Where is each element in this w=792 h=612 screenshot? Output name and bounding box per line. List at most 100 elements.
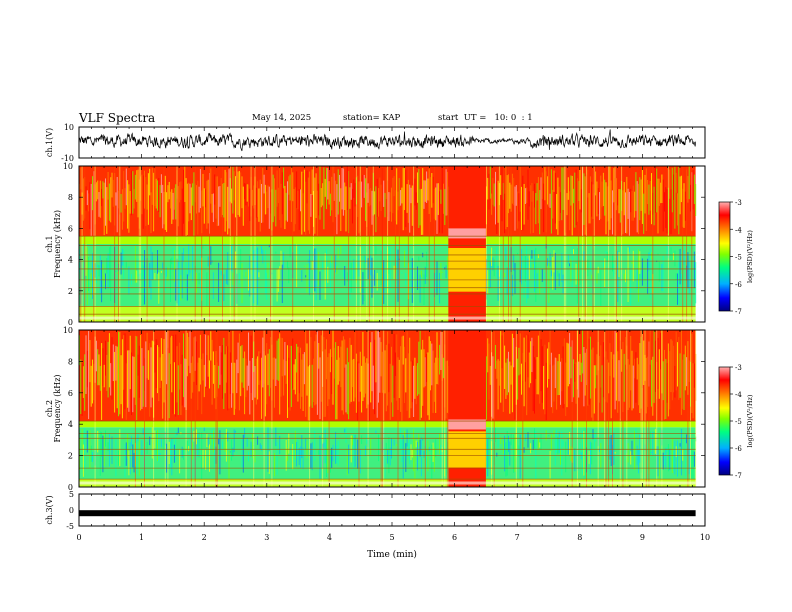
spectrum-streak: [422, 439, 424, 441]
spectrum-streak: [163, 438, 165, 451]
spectrum-streak: [280, 250, 282, 270]
spectrum-streak: [352, 359, 353, 388]
impulse-streak: [215, 330, 217, 487]
spectrum-streak: [346, 347, 348, 415]
spectrum-streak: [106, 257, 108, 274]
spectrum-streak: [506, 358, 508, 396]
spectrum-streak: [298, 244, 300, 256]
spectrum-streak: [445, 169, 447, 216]
chart-title: VLF Spectra: [79, 111, 156, 125]
spectrum-streak: [341, 167, 343, 210]
spectrum-streak: [531, 337, 533, 373]
spectrum-streak: [223, 337, 225, 410]
x-tick-label: 3: [264, 533, 269, 542]
spectrum-streak: [324, 253, 326, 300]
spectrum-streak: [489, 166, 491, 199]
spectrum-streak: [166, 267, 168, 277]
spectrum-streak: [549, 193, 551, 208]
spectrum-streak: [315, 173, 317, 219]
impulse-streak: [619, 330, 621, 487]
spectrum-streak: [531, 250, 533, 259]
spectrum-streak: [400, 428, 402, 450]
spectrum-streak: [567, 438, 569, 455]
spectrum-streak: [164, 266, 166, 292]
spectrum-streak: [167, 267, 169, 281]
spectrum-streak: [175, 184, 177, 220]
spectrum-streak: [162, 353, 164, 419]
impulse-streak: [254, 166, 256, 322]
spectrum-streak: [92, 359, 93, 404]
impulse-streak: [656, 330, 658, 487]
spectrum-streak: [539, 442, 541, 448]
spectrum-streak: [404, 431, 405, 438]
spectrum-streak: [293, 364, 295, 390]
spectrum-streak: [539, 268, 541, 294]
spectrum-streak: [184, 166, 186, 202]
spectrum-streak: [631, 261, 633, 264]
impulse-streak: [194, 330, 196, 487]
spectrum-streak: [277, 338, 279, 381]
spectrum-streak: [569, 333, 571, 385]
spectrum-streak: [88, 331, 90, 420]
spectrum-streak: [606, 359, 608, 403]
spectrum-streak: [142, 265, 144, 305]
spectrum-streak: [211, 193, 213, 213]
spectrum-streak: [248, 184, 249, 207]
spectrum-streak: [535, 192, 537, 225]
spectrum-streak: [193, 337, 195, 382]
spectrum-streak: [108, 433, 110, 467]
spectrum-streak: [517, 252, 519, 255]
spectrum-streak: [674, 440, 676, 475]
spectrum-streak: [123, 170, 125, 222]
spectrum-streak: [349, 337, 351, 404]
spectrum-streak: [444, 267, 446, 270]
spectrum-streak: [281, 172, 283, 215]
spectrum-streak: [328, 181, 330, 205]
spectrum-streak: [103, 364, 105, 388]
spectrum-streak: [266, 272, 268, 300]
spectrum-streak: [582, 330, 584, 374]
spectrum-streak: [279, 167, 281, 220]
spectrum-streak: [613, 432, 615, 465]
impulse-streak: [644, 330, 646, 487]
spectrum-streak: [658, 261, 660, 282]
spectrum-streak: [410, 444, 412, 461]
spectrum-streak: [160, 438, 162, 448]
spectrum-streak: [591, 181, 593, 217]
spectrum-streak: [583, 251, 585, 261]
spectrum-streak: [168, 441, 170, 465]
spectrum-streak: [588, 193, 590, 224]
spectrum-streak: [492, 356, 494, 419]
spectrum-streak: [145, 266, 147, 302]
spectrum-streak: [199, 249, 201, 301]
spectrum-streak: [209, 444, 210, 472]
impulse-streak: [358, 330, 360, 487]
colorbar-tick-label: -7: [735, 308, 742, 316]
spectrum-streak: [158, 433, 160, 463]
spectrum-streak: [418, 341, 420, 395]
spectrum-streak: [231, 245, 233, 271]
impulse-streak: [605, 330, 607, 487]
impulse-streak: [519, 166, 521, 322]
spectrum-streak: [287, 447, 288, 461]
spectrum-streak: [292, 338, 294, 389]
spectrum-streak: [85, 186, 87, 211]
spectrum-streak: [617, 250, 619, 303]
spectrum-streak: [254, 450, 256, 463]
ch3-waveform-frame: [78, 493, 706, 527]
spectrum-streak: [185, 262, 187, 301]
spectrum-streak: [192, 183, 194, 206]
spectrum-streak: [541, 346, 543, 403]
spectrum-streak: [300, 189, 301, 212]
spectrum-streak: [185, 178, 187, 237]
spectrum-streak: [401, 187, 403, 204]
spectrum-streak: [163, 338, 165, 403]
spectrum-streak: [535, 359, 537, 380]
spectrum-streak: [531, 182, 533, 202]
spectrum-streak: [634, 430, 636, 470]
spectrum-streak: [332, 330, 334, 405]
spectrum-streak: [285, 192, 287, 221]
spectrum-streak: [249, 255, 251, 297]
spectrum-streak: [552, 257, 554, 290]
impulse-streak: [593, 166, 595, 322]
